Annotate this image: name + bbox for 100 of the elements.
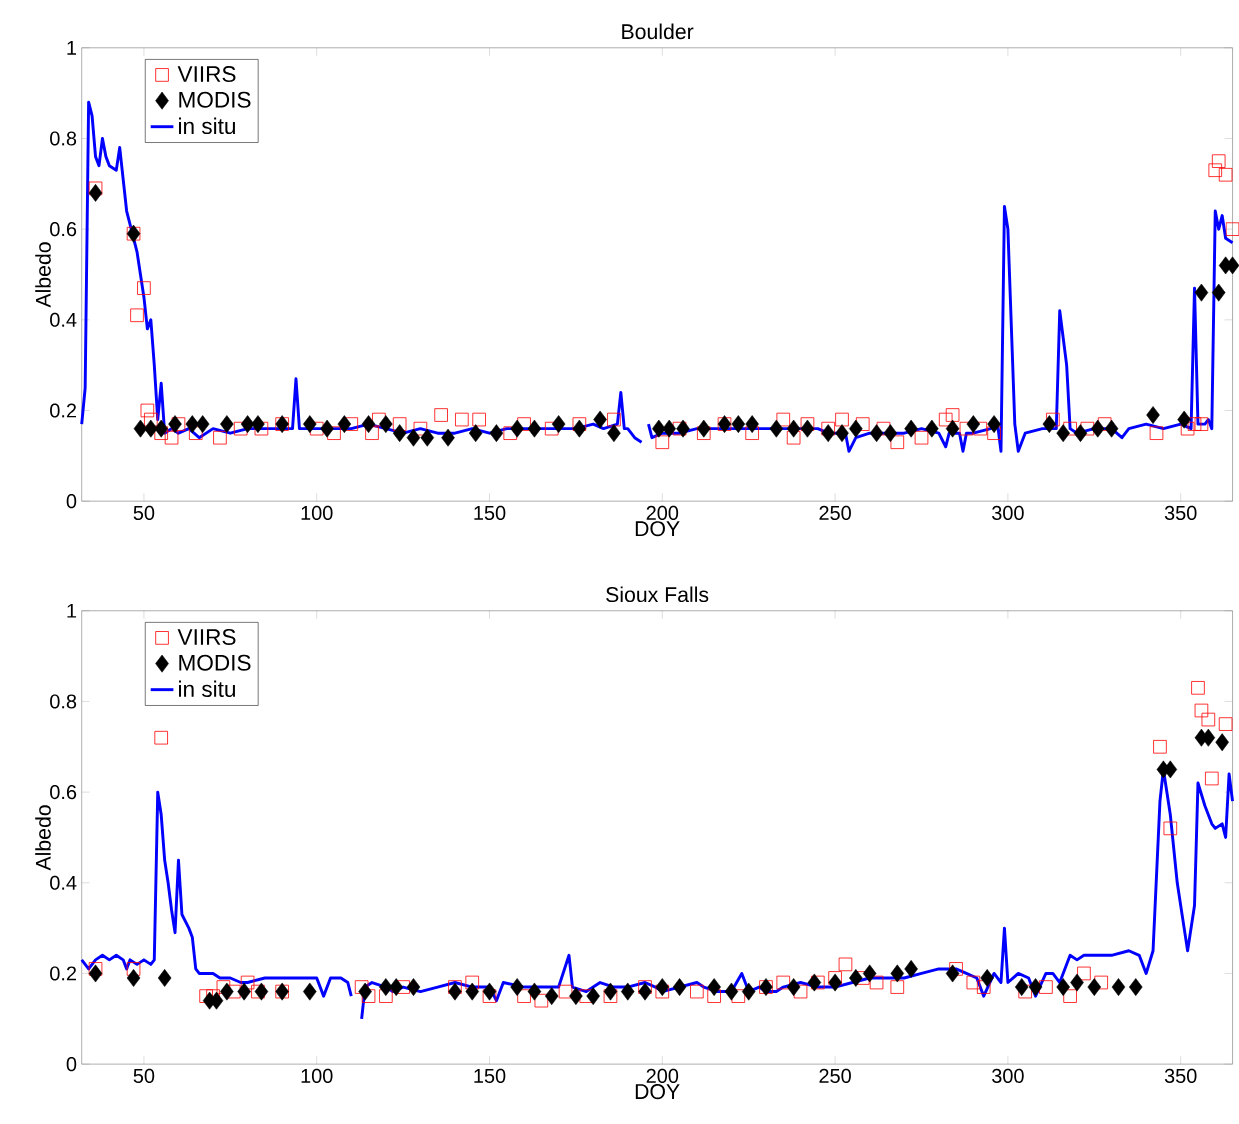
x-tick-label: 350 (1164, 505, 1197, 521)
point (527, 419, 542, 438)
point (441, 428, 455, 447)
legend-label: VIIRS (177, 66, 236, 83)
point (638, 982, 652, 1001)
point (1073, 424, 1088, 443)
point (517, 417, 531, 431)
point (966, 975, 981, 990)
point (472, 412, 486, 427)
point (489, 424, 504, 443)
point (130, 308, 144, 323)
point (544, 421, 559, 436)
x-tick-label: 350 (1164, 1068, 1197, 1083)
point (855, 417, 870, 431)
point (655, 984, 670, 999)
point (88, 181, 103, 196)
point (392, 424, 407, 443)
x-tick-label: 50 (133, 505, 155, 521)
point (233, 421, 248, 436)
point (1163, 821, 1178, 836)
point (966, 415, 981, 434)
point (586, 987, 600, 1006)
point (786, 430, 801, 445)
point (455, 412, 469, 427)
point (1087, 978, 1102, 997)
point (835, 412, 849, 427)
point (254, 421, 269, 436)
point (199, 989, 213, 1003)
point (420, 428, 435, 447)
y-axis-title: Albedo (35, 805, 51, 871)
point (769, 419, 784, 438)
legend-label: VIIRS (177, 629, 236, 646)
point (569, 987, 583, 1006)
point (413, 421, 428, 436)
point (976, 980, 991, 994)
point (320, 419, 334, 438)
point (1191, 681, 1205, 695)
point (1056, 424, 1070, 443)
legend-label: MODIS (179, 654, 251, 671)
point (603, 982, 618, 1001)
point (572, 417, 587, 431)
point (603, 989, 618, 1003)
point (406, 428, 421, 447)
point (672, 421, 687, 436)
point (607, 424, 621, 443)
point (1129, 978, 1143, 997)
point (904, 960, 918, 978)
point (959, 421, 974, 436)
point (1218, 717, 1233, 731)
point (838, 957, 853, 972)
point (741, 982, 756, 1001)
point (358, 982, 372, 1001)
point (973, 421, 988, 436)
point (904, 419, 918, 438)
point (379, 978, 393, 997)
point (240, 415, 255, 434)
point (745, 426, 759, 440)
x-tick-label: 150 (474, 505, 506, 521)
legend-label: in situ (179, 117, 235, 135)
point (731, 415, 746, 434)
point (1180, 421, 1195, 436)
point (468, 424, 483, 443)
point (240, 975, 255, 990)
point (869, 975, 884, 990)
x-tick-label: 100 (301, 505, 333, 521)
point (593, 410, 607, 429)
point (406, 978, 421, 997)
point (1077, 966, 1091, 981)
point (365, 426, 379, 440)
point (1014, 978, 1029, 997)
point (1028, 978, 1043, 997)
point (1056, 978, 1070, 997)
point (945, 408, 960, 422)
point (361, 989, 376, 1003)
point (88, 964, 103, 983)
point (337, 415, 352, 434)
point (676, 419, 690, 438)
point (171, 417, 186, 431)
point (949, 962, 963, 976)
point (793, 984, 808, 999)
point (662, 419, 676, 438)
point (133, 419, 148, 438)
x-axis-title: DOY (635, 521, 680, 537)
point (137, 281, 151, 295)
point (361, 415, 376, 434)
point (1080, 421, 1095, 436)
point (303, 982, 317, 1001)
point (1215, 733, 1229, 752)
y-tick-label: 0.6 (50, 785, 77, 800)
point (786, 419, 801, 438)
point (254, 982, 269, 1001)
point (185, 415, 200, 434)
point (354, 980, 369, 994)
point (1063, 989, 1077, 1003)
point (1218, 168, 1233, 182)
point (154, 426, 168, 440)
y-axis-title: Albedo (35, 242, 51, 308)
point (697, 419, 711, 438)
y-tick-label: 0.2 (50, 403, 77, 418)
point (690, 984, 704, 999)
